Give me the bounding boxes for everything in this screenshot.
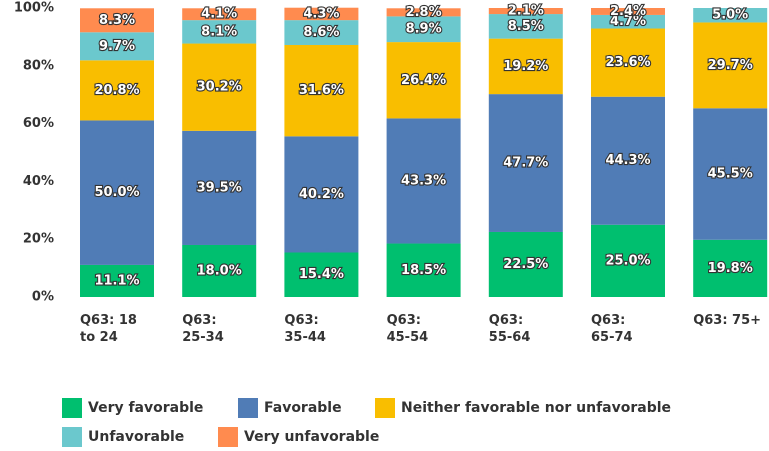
bar-segment — [488, 94, 563, 232]
bar-segment — [182, 20, 257, 44]
bar-segment — [284, 7, 359, 21]
value-label: 2.1% — [508, 4, 544, 19]
x-tick-label: Q63: 18 to 24 — [80, 313, 137, 345]
x-tick-label: Q63: 65-74 — [591, 313, 633, 345]
value-label: 19.2% — [503, 59, 548, 74]
value-label: 2.8% — [406, 5, 442, 20]
bar-segment — [182, 130, 257, 245]
value-label: 39.5% — [197, 180, 242, 195]
bar-segment — [80, 8, 154, 33]
legend-label: Very unfavorable — [244, 429, 380, 445]
legend-swatch — [218, 427, 238, 447]
bar-segment — [182, 8, 257, 21]
value-label: 22.5% — [503, 257, 548, 272]
value-label: 19.8% — [708, 261, 753, 276]
value-label: 50.0% — [94, 185, 139, 200]
bar-segment — [284, 252, 359, 297]
value-label: 8.5% — [508, 19, 544, 34]
y-tick-label: 100% — [14, 1, 54, 16]
bar-segment — [386, 243, 461, 297]
x-tick-label: Q63: 25-34 — [182, 313, 224, 345]
bar-segment — [386, 16, 461, 43]
bar-segment — [488, 231, 563, 297]
bar-segment — [284, 44, 359, 137]
bar-segment — [591, 96, 665, 225]
value-label: 8.9% — [406, 22, 442, 37]
y-tick-label: 20% — [23, 232, 54, 247]
value-label: 30.2% — [197, 80, 242, 95]
plot: 0% 20% 40% 60% 80% 100% 11.1% 50.0% 20.8% 9.7% 8.3… — [14, 1, 768, 305]
x-tick-label: Q63: 55-64 — [488, 313, 531, 345]
legend-item: Unfavorable — [62, 427, 184, 447]
value-label: 23.6% — [605, 55, 650, 70]
bar-segment — [386, 8, 461, 17]
value-label: 4.7% — [610, 14, 646, 29]
bar-segment — [80, 120, 154, 265]
bar-segment — [488, 14, 563, 39]
bar-segment — [488, 38, 563, 95]
bar-segment — [591, 224, 665, 297]
bar-segment — [284, 136, 359, 253]
value-label: 20.8% — [94, 83, 139, 98]
bar-segment — [591, 28, 665, 97]
legend-label: Neither favorable nor unfavorable — [401, 400, 672, 416]
value-label: 5.0% — [712, 8, 748, 23]
legend-item: Neither favorable nor unfavorable — [375, 398, 671, 418]
value-label: 8.3% — [99, 13, 135, 28]
y-tick-label: 60% — [23, 116, 54, 131]
value-label: 8.1% — [201, 24, 237, 39]
bar-segment — [591, 8, 665, 15]
legend-swatch — [62, 427, 82, 447]
y-tick-label: 0% — [32, 290, 54, 305]
value-label: 26.4% — [401, 73, 446, 88]
value-label: 18.5% — [401, 263, 446, 278]
value-label: 25.0% — [605, 253, 650, 268]
legend-swatch — [375, 398, 395, 418]
value-label: 45.5% — [708, 167, 753, 182]
value-label: 31.6% — [299, 83, 344, 98]
value-label: 29.7% — [708, 58, 753, 73]
bar-segment — [693, 239, 768, 297]
legend-item: Very favorable — [62, 398, 203, 418]
bar-segment — [591, 14, 665, 29]
value-label: 40.2% — [299, 187, 344, 202]
value-label: 11.1% — [94, 273, 139, 288]
y-tick-label: 40% — [23, 174, 54, 189]
x-tick-label: Q63: 35-44 — [284, 313, 326, 345]
value-label: 43.3% — [401, 173, 446, 188]
value-label: 2.4% — [610, 4, 646, 19]
bar-segment — [80, 264, 154, 297]
legend-label: Unfavorable — [88, 429, 185, 445]
bar-segment — [488, 8, 563, 15]
bar-segment — [182, 43, 257, 131]
bar-segment — [182, 244, 257, 297]
legend-label: Very favorable — [88, 400, 204, 416]
bar-segment — [386, 118, 461, 244]
value-label: 47.7% — [503, 156, 548, 171]
bar-segment — [693, 108, 768, 240]
x-tick-label: Q63: 45-54 — [386, 313, 429, 345]
value-label: 9.7% — [99, 39, 135, 54]
value-label: 44.3% — [605, 153, 650, 168]
legend-item: Favorable — [238, 398, 342, 418]
legend-swatch — [238, 398, 258, 418]
value-label: 4.3% — [303, 6, 339, 21]
x-tick-label: Q63: 75+ — [693, 313, 762, 328]
legend-label: Favorable — [264, 400, 342, 416]
value-label: 18.0% — [197, 263, 242, 278]
bar-segment — [80, 60, 154, 121]
value-label: 8.6% — [303, 25, 339, 40]
value-label: 15.4% — [299, 267, 344, 282]
bar-segment — [693, 8, 768, 23]
legend-swatch — [62, 398, 82, 418]
bar-segment — [693, 22, 768, 109]
bar-segment — [284, 20, 359, 45]
value-label: 4.1% — [201, 7, 237, 22]
y-tick-label: 80% — [23, 58, 54, 73]
bar-segment — [386, 42, 461, 119]
legend-item: Very unfavorable — [218, 427, 379, 447]
bar-segment — [80, 32, 154, 61]
